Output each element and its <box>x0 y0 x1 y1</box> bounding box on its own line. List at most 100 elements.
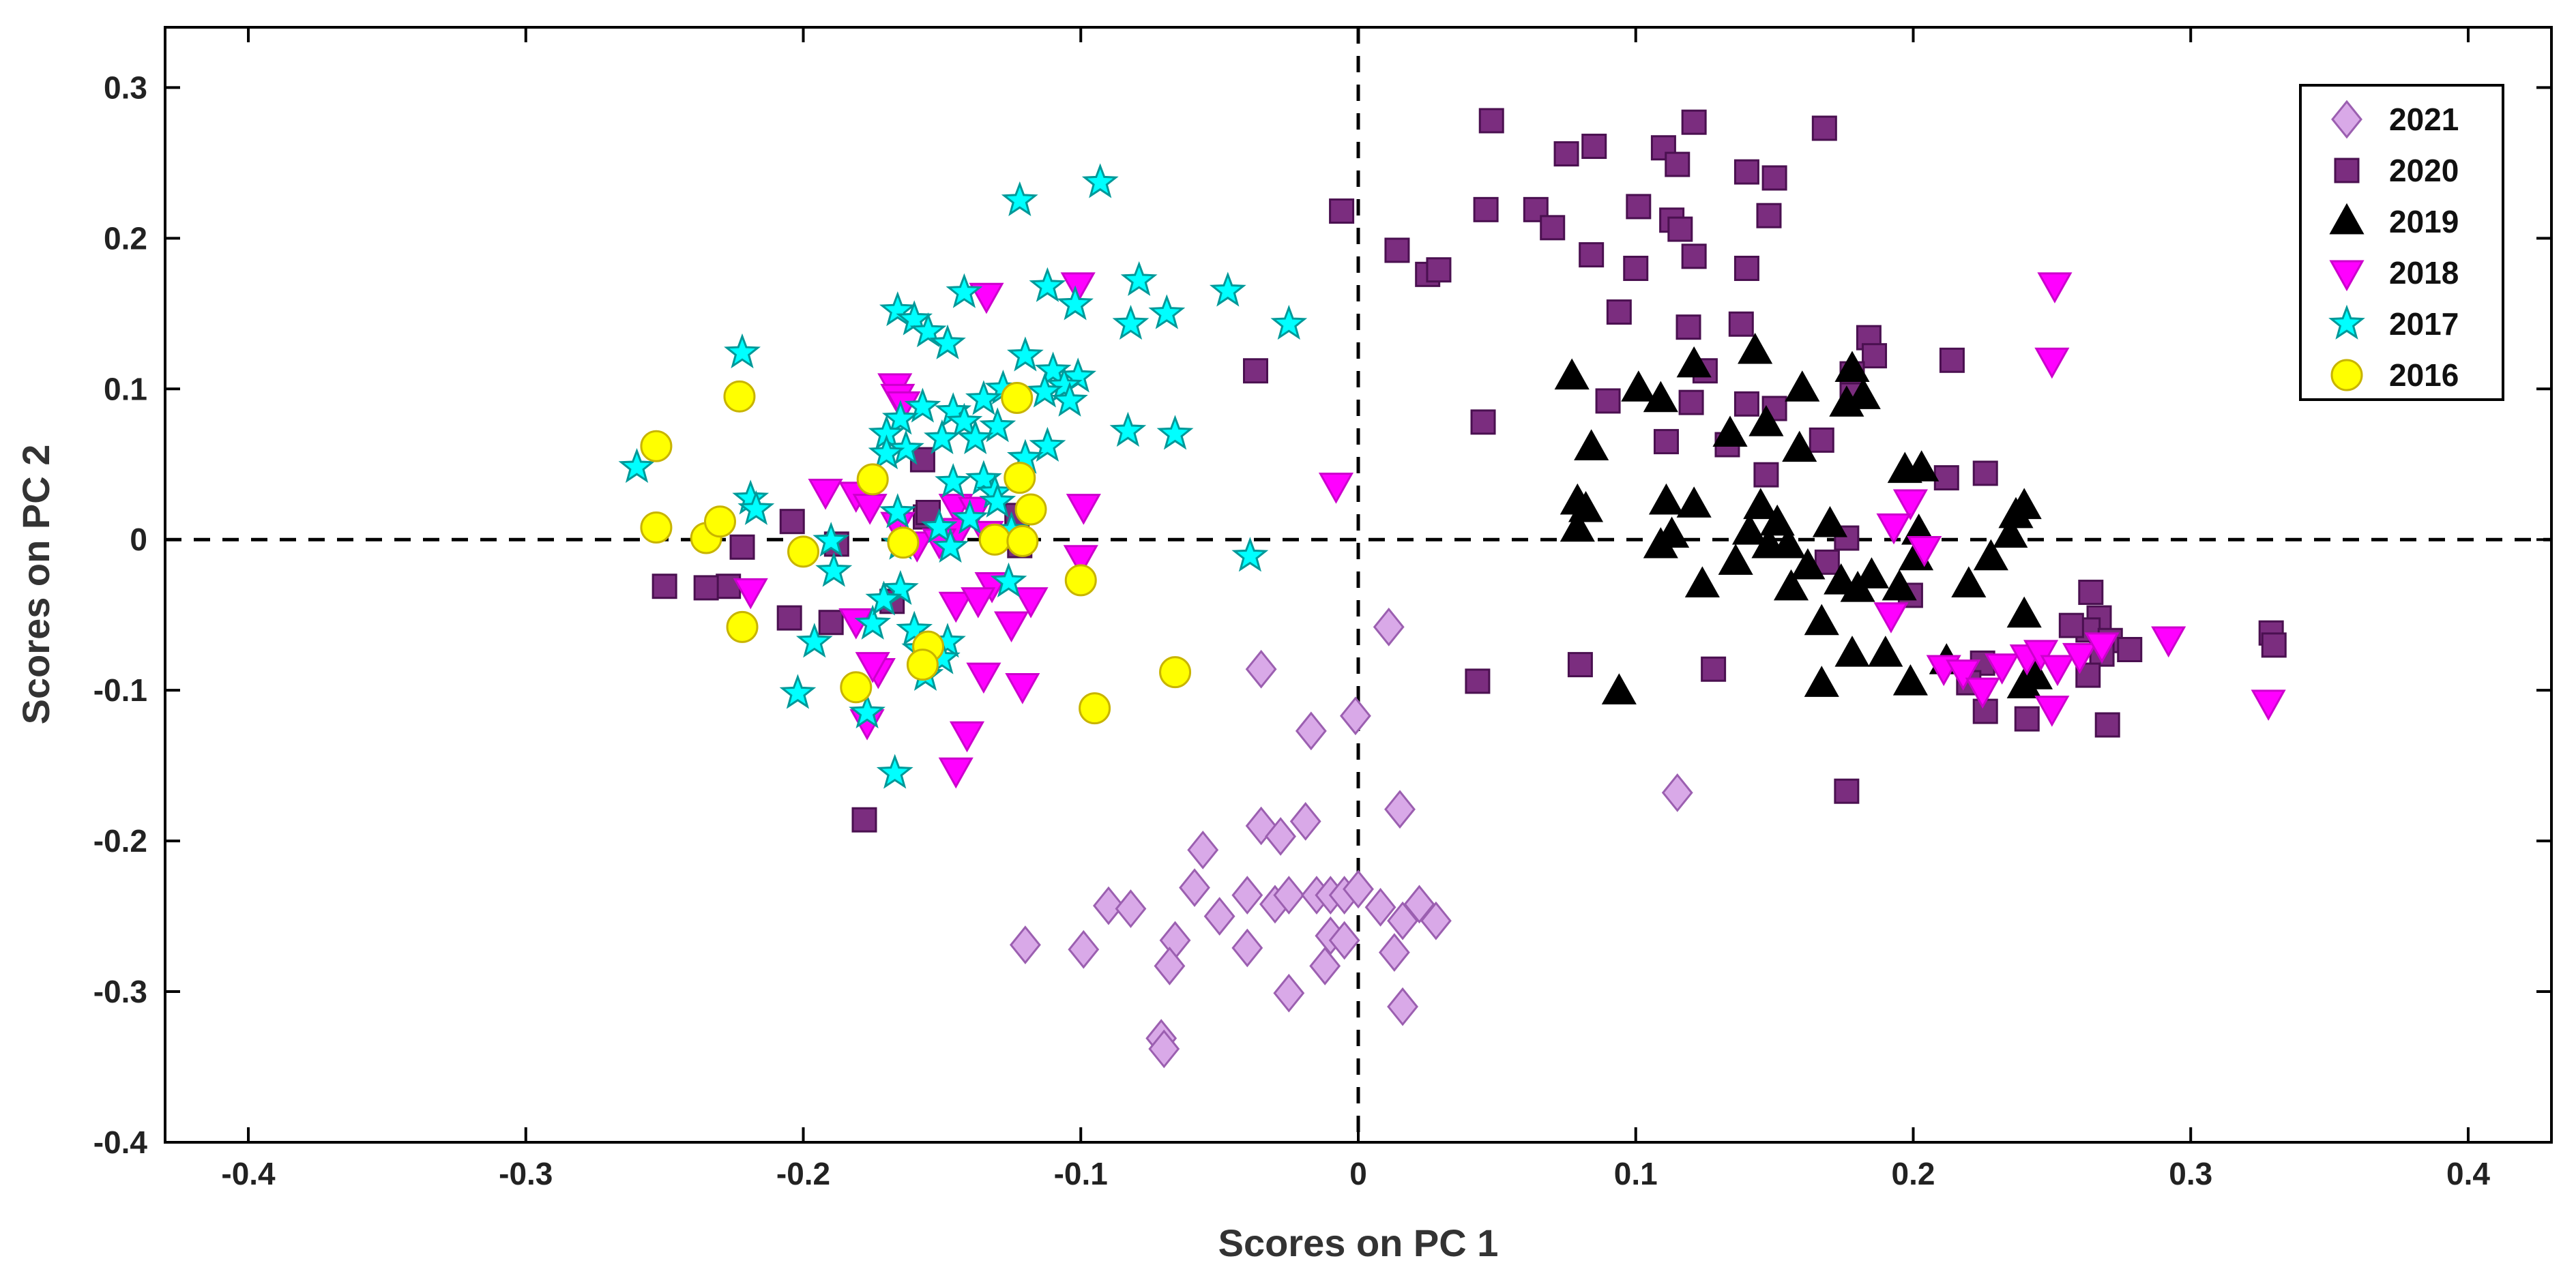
point-2018 <box>1946 659 1981 691</box>
point-2020 <box>1733 256 1759 282</box>
point-2020 <box>1626 194 1652 220</box>
point-2018 <box>1907 535 1942 567</box>
legend-marker-2016 <box>2330 359 2363 391</box>
point-2019 <box>1738 332 1773 364</box>
point-2020 <box>2261 632 2287 658</box>
point-2018 <box>1063 545 1098 576</box>
point-2020 <box>1809 427 1834 453</box>
point-2021 <box>1387 901 1419 940</box>
y-tick-label: 0 <box>130 522 147 557</box>
point-2016 <box>726 610 759 643</box>
point-2017 <box>1001 181 1038 216</box>
point-2018 <box>2040 655 2075 687</box>
point-2018 <box>2062 642 2098 674</box>
series-2021 <box>1009 607 1693 1069</box>
legend-marker-2018 <box>2329 260 2365 292</box>
point-2016 <box>1014 493 1047 526</box>
point-2019 <box>1773 569 1809 601</box>
point-2020 <box>1811 115 1837 141</box>
point-2021 <box>1148 1029 1180 1069</box>
point-2017 <box>965 460 1002 495</box>
series-2019 <box>1554 332 2053 704</box>
point-2017 <box>896 610 933 646</box>
point-2016 <box>703 505 736 538</box>
point-2017 <box>813 522 850 557</box>
point-2020 <box>1701 656 1727 682</box>
point-2018 <box>2034 696 2070 727</box>
point-2021 <box>1403 885 1435 924</box>
y-tick-label: -0.3 <box>93 974 147 1009</box>
point-2017 <box>1156 415 1194 450</box>
point-2021 <box>1378 933 1410 972</box>
point-2017 <box>909 312 947 348</box>
point-2021 <box>1115 889 1147 928</box>
point-2021 <box>1420 901 1452 940</box>
point-2021 <box>1187 830 1219 870</box>
point-2019 <box>1643 526 1678 559</box>
point-2016 <box>840 671 873 704</box>
point-2018 <box>1876 513 1912 545</box>
point-2017 <box>1081 163 1119 198</box>
point-2017 <box>868 434 905 470</box>
point-2016 <box>887 526 920 559</box>
point-2020 <box>1939 347 1965 373</box>
point-2020 <box>1756 203 1782 228</box>
point-2021 <box>1289 802 1321 841</box>
point-2018 <box>938 757 974 789</box>
point-2019 <box>1804 604 1839 636</box>
point-2020 <box>1329 198 1355 224</box>
point-2021 <box>1068 930 1100 969</box>
x-tick-label: 0.3 <box>2169 1156 2212 1191</box>
point-2016 <box>1001 382 1034 415</box>
point-2019 <box>1804 666 1839 697</box>
legend-label-2016: 2016 <box>2389 357 2459 393</box>
point-2018 <box>2084 632 2120 664</box>
point-2018 <box>1985 653 2020 685</box>
x-tick-label: -0.1 <box>1054 1156 1108 1191</box>
legend-marker-2017 <box>2328 304 2365 340</box>
point-2019 <box>1785 370 1820 402</box>
point-2019 <box>1684 566 1720 597</box>
point-2018 <box>2037 272 2073 303</box>
point-2019 <box>1712 415 1748 447</box>
point-2020 <box>1553 141 1579 167</box>
point-2017 <box>951 499 989 535</box>
point-2019 <box>1854 557 1890 589</box>
point-2016 <box>978 523 1011 556</box>
legend-box <box>2299 84 2504 401</box>
y-tick-label: -0.4 <box>93 1125 148 1160</box>
point-2020 <box>1665 151 1690 177</box>
point-2018 <box>1892 489 1928 521</box>
y-tick-label: 0.1 <box>104 371 147 406</box>
point-2020 <box>1478 108 1504 134</box>
point-2020 <box>2014 706 2040 732</box>
point-2018 <box>1013 587 1049 619</box>
point-2017 <box>965 380 1002 415</box>
point-2021 <box>1384 790 1416 829</box>
point-2016 <box>640 511 673 544</box>
point-2020 <box>776 605 802 631</box>
point-2019 <box>1812 506 1848 537</box>
point-2019 <box>1676 346 1712 378</box>
point-2017 <box>879 493 916 529</box>
point-2020 <box>1667 216 1693 242</box>
point-2017 <box>920 508 958 544</box>
point-2017 <box>979 482 1016 518</box>
point-2019 <box>1731 514 1768 545</box>
point-2021 <box>1295 711 1327 751</box>
point-2017 <box>1057 285 1094 321</box>
point-2020 <box>779 509 805 535</box>
point-2020 <box>1567 652 1593 678</box>
point-2020 <box>1623 256 1649 282</box>
point-2019 <box>1743 488 1779 520</box>
point-2017 <box>1029 267 1066 302</box>
point-2018 <box>1005 673 1040 704</box>
point-2017 <box>932 528 969 563</box>
point-2018 <box>733 578 768 610</box>
point-2021 <box>1340 696 1371 736</box>
point-2017 <box>946 402 983 438</box>
x-tick-label: 0 <box>1349 1156 1367 1191</box>
point-2020 <box>1753 462 1779 488</box>
point-2017 <box>1270 305 1308 340</box>
point-2020 <box>1595 388 1621 414</box>
